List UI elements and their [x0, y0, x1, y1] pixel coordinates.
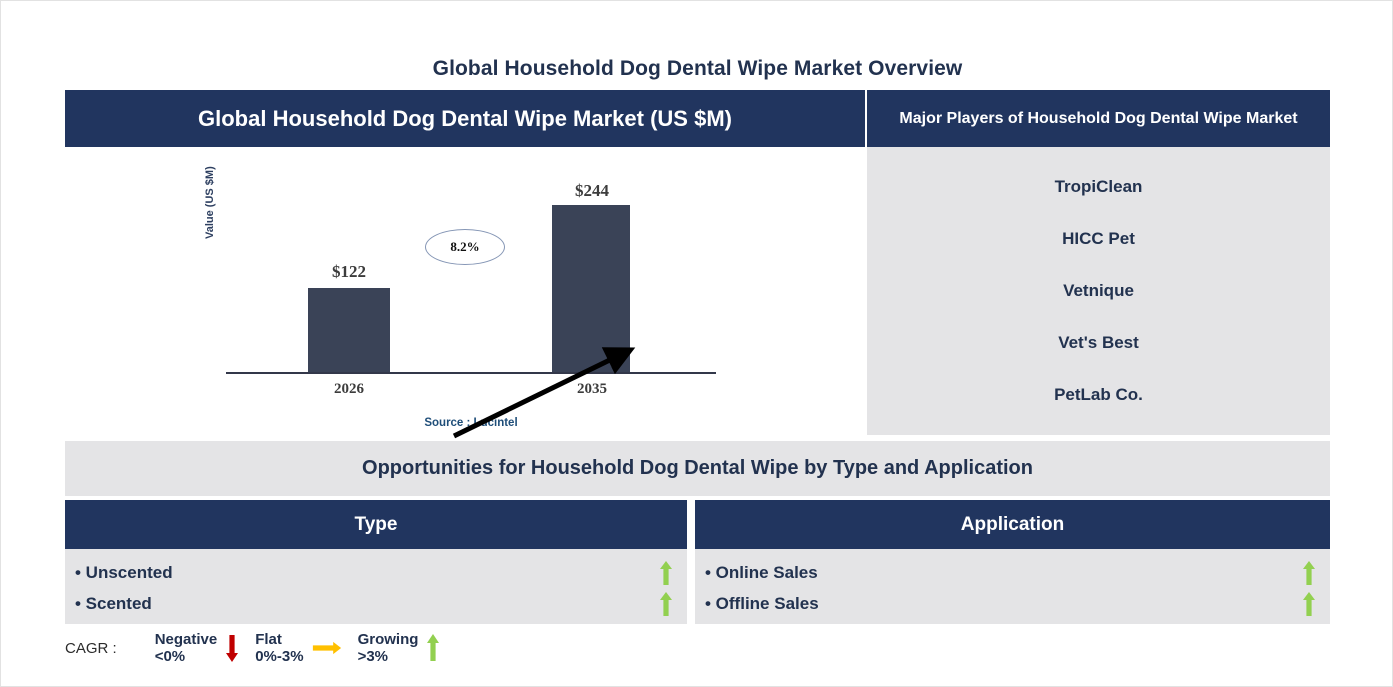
legend-item-growing: Growing >3%: [358, 631, 451, 665]
cagr-legend: CAGR : Negative <0% Flat 0%-3% Growing >…: [65, 631, 456, 665]
chart-x-axis-line: [226, 372, 716, 374]
segment-item-label: • Online Sales: [705, 562, 818, 582]
list-item: • Online Sales: [705, 557, 1316, 588]
bar-2035: [552, 205, 630, 372]
list-item: PetLab Co.: [867, 369, 1330, 421]
legend-flat-range: 0%-3%: [255, 648, 304, 665]
list-item: • Offline Sales: [705, 588, 1316, 619]
page-title: Global Household Dog Dental Wipe Market …: [432, 57, 963, 80]
arrow-up-green-icon: [1302, 591, 1316, 617]
segment-type-header-label: Type: [354, 513, 398, 535]
segment-item-label: • Scented: [75, 593, 152, 613]
arrow-up-green-icon: [426, 634, 440, 661]
legend-growing-range: >3%: [357, 648, 389, 665]
legend-negative-text: Negative <0%: [155, 631, 218, 665]
player-name: HICC Pet: [1062, 229, 1135, 248]
player-name: Vet's Best: [1058, 333, 1139, 352]
arrow-down-red-icon: [225, 635, 239, 662]
legend-negative-name: Negative: [154, 631, 218, 648]
cagr-callout-label: 8.2%: [450, 239, 480, 254]
segment-application: Application • Online Sales • Offline Sal…: [695, 500, 1330, 624]
legend-negative-range: <0%: [154, 648, 186, 665]
legend-item-negative: Negative <0%: [155, 631, 250, 665]
x-tick-2035: 2035: [577, 381, 607, 397]
growth-arrow-icon: [452, 347, 636, 439]
segment-application-header: Application: [695, 500, 1330, 549]
opportunities-band-label: Opportunities for Household Dog Dental W…: [362, 457, 1033, 479]
list-item: • Scented: [75, 588, 673, 619]
segment-item-label: • Offline Sales: [705, 593, 819, 613]
player-name: Vetnique: [1063, 281, 1134, 300]
arrow-up-green-icon: [1302, 560, 1316, 586]
legend-growing-name: Growing: [357, 631, 419, 648]
legend-flat-name: Flat: [255, 631, 282, 648]
player-name: PetLab Co.: [1054, 385, 1143, 404]
legend-growing-text: Growing >3%: [358, 631, 419, 665]
cagr-callout: 8.2%: [425, 229, 505, 265]
bar-value-2026: $122: [332, 262, 366, 281]
chart-panel-header-label: Global Household Dog Dental Wipe Market …: [198, 105, 732, 131]
market-bar-chart: [65, 147, 865, 439]
chart-y-axis-label: Value (US $M): [204, 166, 216, 239]
segment-application-body: • Online Sales • Offline Sales: [695, 549, 1330, 624]
players-panel-header-label: Major Players of Household Dog Dental Wi…: [899, 109, 1298, 127]
list-item: HICC Pet: [867, 213, 1330, 265]
arrow-up-green-icon: [659, 560, 673, 586]
segment-type-header: Type: [65, 500, 687, 549]
legend-item-flat: Flat 0%-3%: [255, 631, 351, 665]
segment-type-body: • Unscented • Scented: [65, 549, 687, 624]
segment-item-label: • Unscented: [75, 562, 173, 582]
cagr-legend-title: CAGR :: [65, 639, 117, 657]
major-players-list: TropiClean HICC Pet Vetnique Vet's Best …: [867, 147, 1330, 435]
list-item: TropiClean: [867, 161, 1330, 213]
legend-flat-text: Flat 0%-3%: [255, 631, 303, 665]
list-item: Vetnique: [867, 265, 1330, 317]
chart-panel-header: Global Household Dog Dental Wipe Market …: [65, 90, 865, 147]
x-tick-2026: 2026: [334, 381, 364, 397]
arrow-up-green-icon: [659, 591, 673, 617]
players-panel-header: Major Players of Household Dog Dental Wi…: [867, 90, 1330, 147]
opportunities-band: Opportunities for Household Dog Dental W…: [65, 441, 1330, 496]
player-name: TropiClean: [1054, 177, 1143, 196]
list-item: Vet's Best: [867, 317, 1330, 369]
source-note: Source : Lucintel: [424, 417, 518, 429]
segment-type: Type • Unscented • Scented: [65, 500, 687, 624]
bar-2026: [308, 288, 390, 372]
segment-application-header-label: Application: [960, 513, 1065, 535]
arrow-right-yellow-icon: [312, 640, 342, 656]
list-item: • Unscented: [75, 557, 673, 588]
bar-value-2035: $244: [575, 181, 609, 200]
